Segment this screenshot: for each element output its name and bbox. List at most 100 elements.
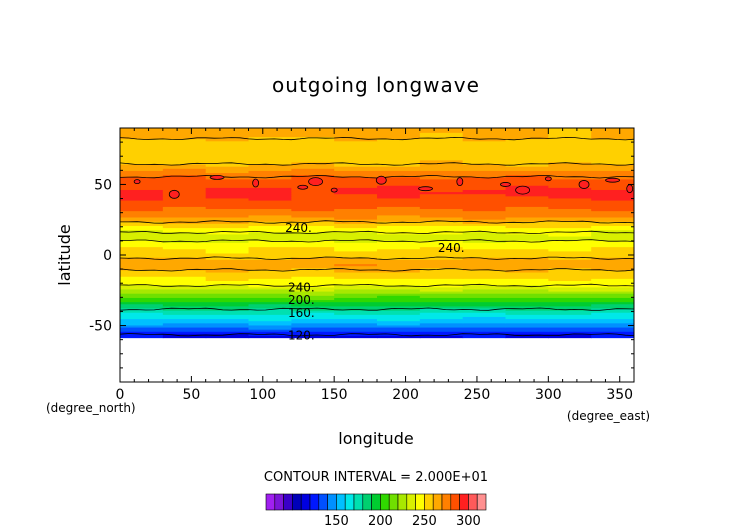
field-cell [248, 326, 292, 330]
field-cell [591, 320, 634, 324]
field-cell [548, 276, 592, 279]
field-cell [377, 189, 421, 193]
field-cell [548, 282, 592, 286]
x-tick-label: 0 [116, 387, 125, 403]
x-tick-label: 50 [182, 387, 200, 403]
field-cell [334, 269, 378, 273]
field-cell [419, 214, 464, 218]
field-cell [334, 314, 378, 317]
field-cell [377, 170, 421, 174]
field-cell [334, 172, 378, 176]
field-cell [419, 280, 464, 284]
field-cell [548, 183, 592, 186]
field-cell [548, 206, 592, 210]
field-cell [291, 134, 335, 138]
field-cell [377, 250, 421, 254]
field-cell [291, 233, 335, 237]
field-cell [334, 259, 378, 262]
field-cell [377, 195, 421, 199]
field-cell [334, 261, 378, 265]
field-cell [591, 333, 634, 337]
field-cell [248, 136, 292, 140]
field-cell [291, 269, 335, 273]
field-cell [462, 163, 507, 167]
field-cell [162, 219, 207, 222]
field-cell [334, 180, 378, 184]
y-tick-label: 0 [103, 248, 112, 264]
field-cell [462, 305, 507, 309]
field-cell [334, 185, 378, 188]
field-cell [377, 261, 421, 265]
field-cell [120, 269, 164, 273]
field-cell [377, 329, 421, 332]
field-cell [419, 199, 464, 203]
field-cell [205, 235, 250, 239]
field-cell [419, 134, 464, 138]
field-cell [291, 274, 335, 277]
field-cell [591, 185, 634, 188]
field-cell [419, 248, 464, 252]
contour-120 [120, 333, 634, 337]
field-cell [548, 128, 592, 131]
field-cell [205, 202, 250, 205]
field-cell [419, 303, 464, 307]
field-cell [505, 149, 549, 152]
field-cell [462, 225, 507, 229]
field-cell [505, 180, 549, 184]
field-cell [205, 286, 250, 290]
field-cell [291, 320, 335, 324]
field-cell [162, 204, 207, 207]
field-cell [291, 310, 335, 313]
hotspot [209, 174, 225, 180]
field-cell [419, 316, 464, 320]
field-cell [248, 144, 292, 148]
field-cell [291, 235, 335, 239]
field-cell [120, 221, 164, 224]
field-cell [548, 269, 592, 273]
field-cell [120, 204, 164, 207]
field-cell [591, 149, 634, 152]
field-cell [334, 312, 378, 315]
field-cell [505, 168, 549, 171]
contour-label: 160. [288, 306, 315, 320]
field-cell [548, 280, 592, 284]
field-cell [591, 183, 634, 186]
field-cell [505, 295, 549, 298]
field-cell [377, 305, 421, 309]
field-cell [120, 324, 164, 328]
colorbar-swatch [318, 493, 328, 511]
field-cell [162, 265, 207, 269]
field-cell [120, 318, 164, 322]
field-cell [377, 172, 421, 176]
field-cell [462, 214, 507, 218]
field-cell [334, 231, 378, 235]
field-cell [505, 269, 549, 273]
field-cell [548, 333, 592, 337]
field-cell [120, 329, 164, 332]
contour-260 [120, 220, 634, 224]
field-cell [377, 252, 421, 256]
field-cell [591, 223, 634, 226]
field-cell [377, 271, 421, 275]
field-cell [120, 331, 164, 334]
field-cell [334, 333, 378, 337]
field-cell [120, 136, 164, 140]
field-cell [419, 282, 464, 286]
field-cell [120, 168, 164, 171]
field-cell [377, 210, 421, 214]
field-cell [334, 250, 378, 254]
field-cell [462, 187, 507, 190]
field-cell [505, 290, 549, 294]
field-cell [377, 225, 421, 229]
field-cell [291, 333, 335, 337]
field-cell [591, 138, 634, 142]
contour-label: 240. [288, 280, 315, 294]
field-cell [205, 329, 250, 332]
field-cell [334, 227, 378, 231]
field-cell [548, 185, 592, 188]
field-cell [377, 157, 421, 161]
y-axis: -50 0 50 [89, 127, 634, 383]
field-cell [548, 248, 592, 252]
field-cell [548, 252, 592, 256]
field-cell [205, 195, 250, 199]
